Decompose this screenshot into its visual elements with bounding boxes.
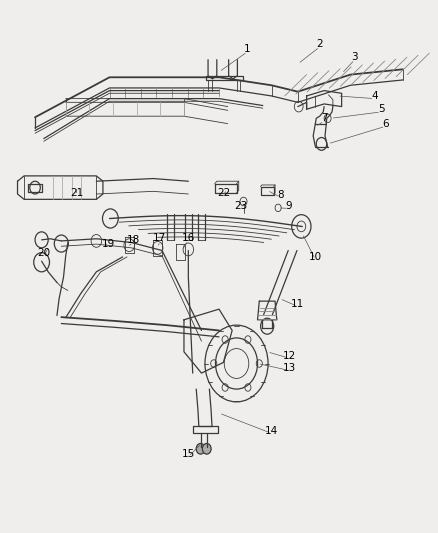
Text: 13: 13 <box>283 363 296 373</box>
Text: 14: 14 <box>265 426 278 435</box>
Text: 4: 4 <box>371 91 378 101</box>
Text: 16: 16 <box>182 233 195 243</box>
Text: 8: 8 <box>277 190 284 199</box>
Text: 18: 18 <box>127 236 140 245</box>
Circle shape <box>196 443 205 454</box>
Text: 12: 12 <box>283 351 296 360</box>
Text: 21: 21 <box>70 188 83 198</box>
Text: 7: 7 <box>321 114 328 123</box>
Text: 15: 15 <box>182 449 195 459</box>
Text: 2: 2 <box>316 39 323 49</box>
Text: 10: 10 <box>309 252 322 262</box>
Text: 20: 20 <box>37 248 50 258</box>
Text: 23: 23 <box>234 201 247 211</box>
Text: 6: 6 <box>382 119 389 128</box>
Circle shape <box>202 443 211 454</box>
Text: 9: 9 <box>286 201 293 211</box>
Text: 1: 1 <box>244 44 251 54</box>
Text: 17: 17 <box>153 233 166 243</box>
Text: 19: 19 <box>102 239 115 248</box>
Text: 11: 11 <box>291 299 304 309</box>
Text: 3: 3 <box>351 52 358 62</box>
Text: 22: 22 <box>217 188 230 198</box>
Text: 5: 5 <box>378 104 385 114</box>
